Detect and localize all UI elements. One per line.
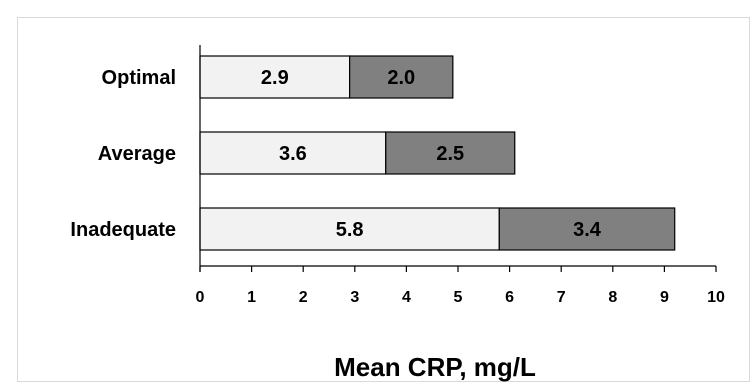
data-label: 3.4 [573, 219, 602, 241]
x-tick-label: 2 [299, 289, 308, 306]
category-label: Optimal [102, 67, 176, 89]
x-axis-label: Mean CRP, mg/L [334, 352, 536, 382]
x-tick-label: 4 [402, 289, 411, 306]
data-label: 2.0 [387, 67, 415, 89]
x-tick-label: 6 [505, 289, 514, 306]
x-ticks-layer: 0 1 2 3 4 5 6 7 8 9 10 [196, 266, 725, 306]
x-tick-label: 0 [196, 289, 205, 306]
x-tick-label: 1 [247, 289, 256, 306]
x-tick-label: 5 [454, 289, 463, 306]
data-label: 5.8 [336, 219, 364, 241]
x-tick-label: 3 [350, 289, 359, 306]
bar-segment-1 [199, 55, 351, 99]
category-label: Inadequate [70, 219, 176, 241]
x-tick-label: 8 [608, 289, 617, 306]
data-label: 2.9 [261, 67, 289, 89]
x-tick-label: 10 [707, 289, 725, 306]
labels-layer: Optimal 2.9 2.0 Average 3.6 2.5 Inadequate 5.8 3… [70, 67, 601, 241]
bar-segment-2 [498, 207, 676, 251]
data-label: 2.5 [436, 143, 464, 165]
bar-segment-2 [385, 131, 516, 175]
x-tick-label: 7 [557, 289, 566, 306]
x-tick-label: 9 [660, 289, 669, 306]
data-label: 3.6 [279, 143, 307, 165]
bars-layer [199, 55, 676, 251]
bar-segment-2 [349, 55, 454, 99]
category-label: Average [98, 143, 176, 165]
